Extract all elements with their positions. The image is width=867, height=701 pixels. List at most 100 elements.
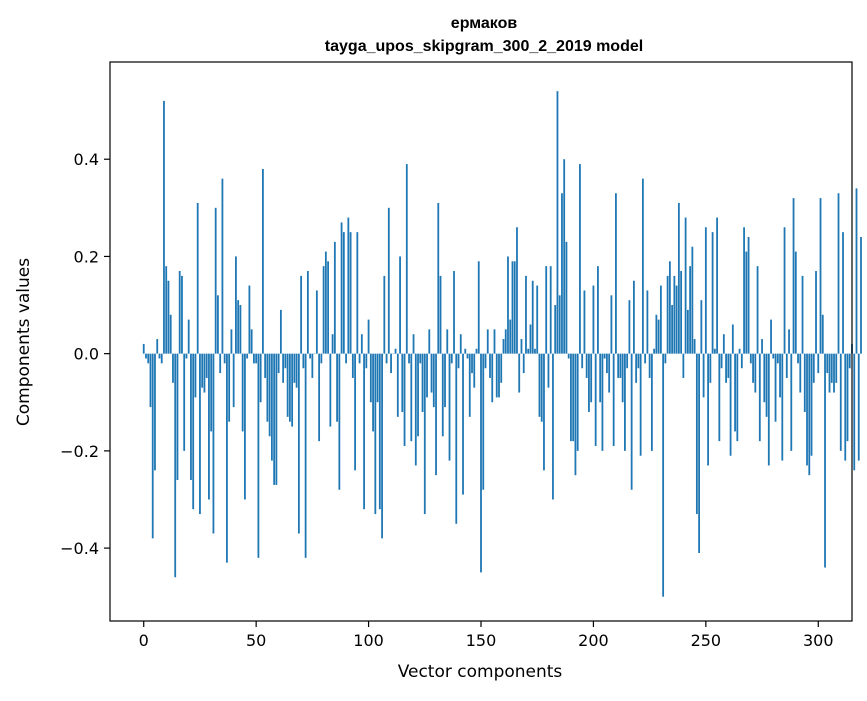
- bar-262: [732, 324, 734, 353]
- bar-25: [199, 354, 201, 514]
- bar-39: [231, 329, 233, 353]
- bar-119: [410, 354, 412, 442]
- bar-144: [467, 354, 469, 359]
- bar-280: [772, 354, 774, 359]
- bar-178: [543, 354, 545, 471]
- bar-294: [804, 354, 806, 412]
- bar-60: [278, 354, 280, 373]
- bar-138: [453, 271, 455, 354]
- bar-312: [844, 354, 846, 461]
- bar-148: [476, 349, 478, 354]
- bar-231: [662, 354, 664, 597]
- bar-90: [345, 354, 347, 364]
- bar-122: [417, 354, 419, 437]
- bar-110: [390, 354, 392, 373]
- y-tick-label: 0.0: [74, 345, 99, 364]
- bar-188: [566, 242, 568, 354]
- bar-163: [509, 320, 511, 354]
- bar-308: [835, 354, 837, 383]
- y-axis-label: Components values: [14, 258, 34, 426]
- bar-66: [291, 354, 293, 427]
- bar-313: [847, 354, 849, 442]
- bar-67: [293, 354, 295, 383]
- bar-59: [275, 354, 277, 485]
- bar-164: [512, 261, 514, 353]
- bar-186: [561, 193, 563, 353]
- bar-28: [206, 354, 208, 378]
- bar-80: [323, 266, 325, 354]
- bar-219: [635, 354, 637, 383]
- bar-167: [518, 354, 520, 393]
- bar-98: [363, 354, 365, 510]
- bar-135: [446, 329, 448, 353]
- bar-10: [165, 266, 167, 354]
- bar-75: [311, 354, 313, 378]
- bar-174: [534, 349, 536, 354]
- bar-189: [568, 354, 570, 359]
- bar-91: [347, 218, 349, 354]
- bar-316: [853, 354, 855, 471]
- bar-23: [195, 354, 197, 398]
- bar-146: [471, 354, 473, 373]
- bar-208: [611, 295, 613, 353]
- bar-220: [637, 354, 639, 369]
- bar-84: [332, 334, 334, 353]
- bar-252: [709, 354, 711, 383]
- bar-16: [179, 271, 181, 354]
- x-tick-label: 150: [466, 631, 497, 650]
- bar-184: [557, 91, 559, 353]
- bar-228: [655, 315, 657, 354]
- bar-279: [770, 320, 772, 354]
- bar-139: [455, 354, 457, 524]
- bar-302: [822, 315, 824, 354]
- bar-104: [377, 354, 379, 403]
- bar-239: [680, 271, 682, 354]
- bar-100: [368, 320, 370, 354]
- bar-230: [660, 286, 662, 354]
- bar-278: [768, 354, 770, 466]
- bar-238: [678, 203, 680, 354]
- bar-169: [523, 354, 525, 373]
- bar-81: [325, 252, 327, 354]
- bar-260: [727, 354, 729, 378]
- bar-215: [626, 354, 628, 369]
- bar-20: [188, 320, 190, 354]
- bar-157: [496, 354, 498, 398]
- bar-265: [739, 349, 741, 354]
- bar-102: [372, 354, 374, 432]
- bar-120: [413, 334, 415, 353]
- bar-0: [143, 344, 145, 354]
- bar-40: [233, 354, 235, 407]
- bar-257: [721, 354, 723, 369]
- bar-243: [689, 266, 691, 354]
- bar-172: [530, 324, 532, 353]
- bar-14: [174, 354, 176, 578]
- x-axis-label: Vector components: [398, 662, 563, 682]
- bar-222: [642, 179, 644, 354]
- bar-283: [779, 354, 781, 398]
- y-tick-label: −0.2: [60, 442, 99, 461]
- bar-2: [147, 354, 149, 364]
- bar-127: [428, 329, 430, 353]
- bar-247: [698, 354, 700, 553]
- bar-50: [255, 354, 257, 364]
- bar-155: [491, 354, 493, 403]
- bar-256: [718, 354, 720, 442]
- bar-246: [696, 354, 698, 514]
- x-tick-label: 50: [246, 631, 266, 650]
- bar-32: [215, 208, 217, 354]
- bar-69: [298, 354, 300, 534]
- bar-300: [817, 354, 819, 373]
- bar-291: [797, 354, 799, 364]
- bar-136: [449, 354, 451, 461]
- bar-180: [548, 354, 550, 388]
- bar-52: [260, 354, 262, 403]
- bar-147: [473, 354, 475, 388]
- bar-70: [300, 276, 302, 354]
- bar-8: [161, 354, 163, 364]
- bar-44: [242, 354, 244, 432]
- bar-305: [829, 354, 831, 393]
- bar-125: [424, 354, 426, 514]
- bar-282: [777, 354, 779, 364]
